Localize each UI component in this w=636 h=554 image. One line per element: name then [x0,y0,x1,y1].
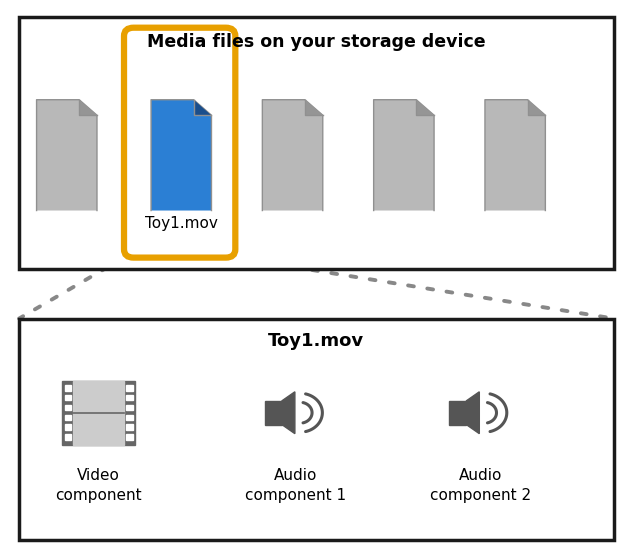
Polygon shape [194,100,211,115]
Bar [62,381,135,444]
FancyBboxPatch shape [19,319,614,540]
Bar [449,401,466,425]
Polygon shape [80,100,97,115]
Bar [265,401,282,425]
Polygon shape [417,100,434,115]
Bar [127,395,132,401]
Polygon shape [37,100,97,211]
Bar [127,385,132,391]
Bar [127,434,132,440]
Text: Audio
component 2: Audio component 2 [429,468,531,503]
Polygon shape [528,100,546,115]
Bar [127,405,132,411]
FancyBboxPatch shape [124,28,235,258]
Bar [65,405,71,411]
Polygon shape [151,100,211,211]
Text: Toy1.mov: Toy1.mov [145,216,218,231]
Bar [127,414,132,420]
Polygon shape [485,100,546,211]
Polygon shape [263,100,323,211]
Bar [65,424,71,430]
Bar [127,424,132,430]
Text: Toy1.mov: Toy1.mov [268,332,364,350]
Bar [65,395,71,401]
Polygon shape [282,392,295,434]
Bar [65,434,71,440]
Text: Media files on your storage device: Media files on your storage device [147,33,486,51]
Polygon shape [466,392,480,434]
Text: Video
component: Video component [55,468,142,503]
Text: Audio
component 1: Audio component 1 [245,468,347,503]
Polygon shape [305,100,323,115]
Bar [65,414,71,420]
Polygon shape [374,100,434,211]
Bar [73,381,124,444]
Bar [65,385,71,391]
FancyBboxPatch shape [19,17,614,269]
